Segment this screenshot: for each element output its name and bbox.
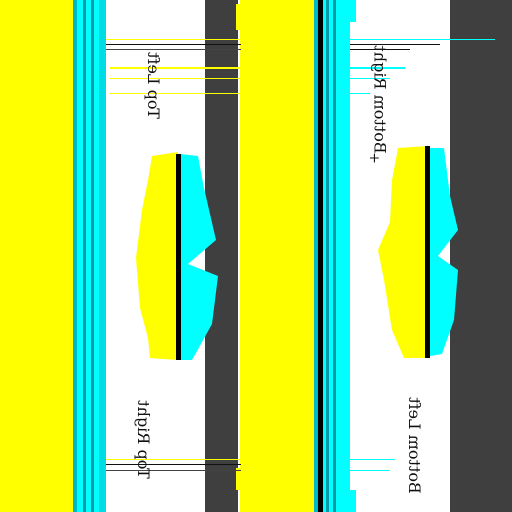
hline-bottom-1 xyxy=(106,459,241,460)
stripe-left-1 xyxy=(73,0,77,512)
stripe-left-5 xyxy=(91,0,94,512)
stripe-mid-notch-2 xyxy=(346,490,356,512)
label-bottom-left: Bottom Left xyxy=(404,397,424,494)
hline-bottom-4 xyxy=(350,459,395,460)
stripe-left-4 xyxy=(86,0,91,512)
yellow-band-left xyxy=(0,0,73,512)
dark-band-right xyxy=(450,0,512,512)
stripe-left-3 xyxy=(83,0,86,512)
stripe-mid-4 xyxy=(326,0,329,512)
hline-top-7 xyxy=(350,39,495,40)
jagged-wing-shape-left xyxy=(136,152,218,360)
yellow-band-middle xyxy=(240,0,314,512)
hline-top-12 xyxy=(350,93,370,94)
hline-top-2 xyxy=(106,44,241,45)
hline-bottom-5 xyxy=(350,470,390,471)
hline-bottom-3 xyxy=(106,470,241,471)
hline-bottom-2 xyxy=(106,464,241,465)
yellow-band-middle-notch xyxy=(236,4,244,30)
stripe-mid-5 xyxy=(329,0,333,512)
stripe-left-7 xyxy=(99,0,106,512)
hline-top-11 xyxy=(350,78,390,79)
stripe-left-6 xyxy=(94,0,99,512)
label-top-right: Top Right xyxy=(133,400,153,479)
label-top-left: Top Left xyxy=(143,52,163,119)
jagged-wing-shape-right xyxy=(378,146,458,358)
stripe-mid-notch xyxy=(346,0,356,22)
stripe-mid-3 xyxy=(323,0,326,512)
hline-top-10 xyxy=(350,67,405,69)
stripe-left-2 xyxy=(77,0,83,512)
hline-top-8 xyxy=(350,44,440,45)
stripe-mid-7 xyxy=(336,0,350,512)
label-bottom-right-mark: + xyxy=(365,152,382,164)
stripe-mid-1 xyxy=(314,0,318,512)
label-bottom-right: Bottom Right xyxy=(370,45,390,154)
hline-top-3 xyxy=(106,49,241,50)
hline-top-6 xyxy=(110,93,241,94)
hline-top-9 xyxy=(350,49,410,50)
stripe-mid-2 xyxy=(318,0,323,512)
stripe-mid-6 xyxy=(333,0,336,512)
hline-top-4 xyxy=(110,67,241,69)
yellow-band-middle-notch-2 xyxy=(236,468,244,490)
hline-top-5 xyxy=(110,78,241,79)
dark-band-left xyxy=(205,0,238,512)
hline-top-1 xyxy=(106,39,241,40)
